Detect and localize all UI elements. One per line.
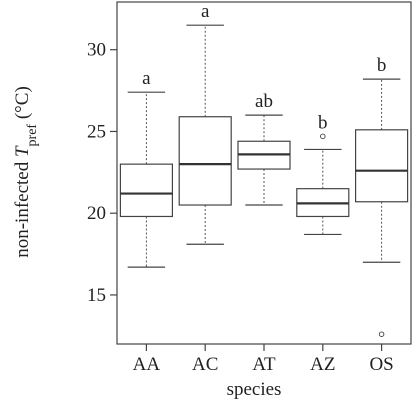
x-tick-label: AT [252, 354, 276, 375]
group-label: b [377, 55, 387, 76]
group-label: b [318, 112, 328, 133]
y-axis-title-symbol: T [12, 145, 33, 157]
plot-area: 15 20 25 30 AA a AC a AT ab AZ b OS b [87, 1, 412, 375]
y-tick-label: 20 [87, 203, 106, 224]
group-label: ab [255, 91, 273, 112]
y-axis-title-prefix: non-infected [12, 157, 33, 258]
x-tick-label: AC [192, 354, 218, 375]
x-tick-label: OS [369, 354, 393, 375]
x-axis-title: species [227, 379, 282, 400]
group-label: a [142, 68, 151, 89]
y-axis-title-subscript: pref [25, 124, 40, 147]
box [178, 116, 232, 206]
y-axis-title: non-infected Tpref (°C) [12, 86, 40, 258]
y-tick-label: 30 [87, 40, 106, 61]
y-axis-title-unit: (°C) [12, 86, 33, 124]
x-tick-label: AA [133, 354, 161, 375]
y-tick-label: 25 [87, 121, 106, 142]
group-label: a [201, 1, 210, 22]
y-tick-label: 15 [87, 285, 106, 306]
box [119, 163, 174, 218]
outlier-point [320, 133, 326, 140]
box [355, 129, 409, 203]
x-tick-label: AZ [310, 354, 335, 375]
outlier-point [378, 331, 385, 337]
